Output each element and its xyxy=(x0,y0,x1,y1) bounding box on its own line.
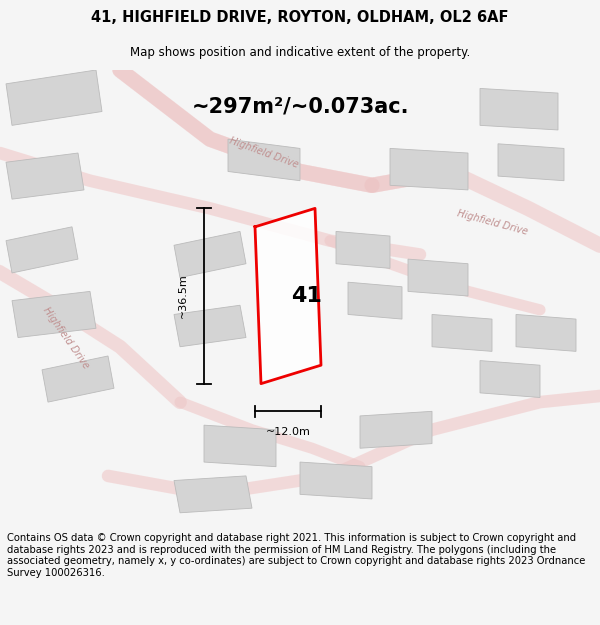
Polygon shape xyxy=(6,153,84,199)
Polygon shape xyxy=(300,462,372,499)
Polygon shape xyxy=(174,231,246,278)
Polygon shape xyxy=(498,144,564,181)
Polygon shape xyxy=(174,476,252,512)
Polygon shape xyxy=(480,89,558,130)
Polygon shape xyxy=(6,227,78,273)
Text: ~12.0m: ~12.0m xyxy=(266,427,310,437)
Text: Highfield Drive: Highfield Drive xyxy=(455,208,529,236)
Text: Contains OS data © Crown copyright and database right 2021. This information is : Contains OS data © Crown copyright and d… xyxy=(7,533,586,578)
Text: Highfield Drive: Highfield Drive xyxy=(41,305,91,370)
Text: Highfield Drive: Highfield Drive xyxy=(228,136,300,170)
Polygon shape xyxy=(204,425,276,467)
Polygon shape xyxy=(480,361,540,398)
Polygon shape xyxy=(42,356,114,402)
Polygon shape xyxy=(228,139,300,181)
Polygon shape xyxy=(255,208,321,384)
Text: Map shows position and indicative extent of the property.: Map shows position and indicative extent… xyxy=(130,46,470,59)
Text: 41: 41 xyxy=(290,286,322,306)
Polygon shape xyxy=(6,70,102,126)
Polygon shape xyxy=(390,148,468,190)
Polygon shape xyxy=(348,282,402,319)
Polygon shape xyxy=(432,314,492,351)
Polygon shape xyxy=(174,305,246,347)
Polygon shape xyxy=(408,259,468,296)
Text: 41, HIGHFIELD DRIVE, ROYTON, OLDHAM, OL2 6AF: 41, HIGHFIELD DRIVE, ROYTON, OLDHAM, OL2… xyxy=(91,10,509,25)
Polygon shape xyxy=(516,314,576,351)
Polygon shape xyxy=(336,231,390,268)
Polygon shape xyxy=(12,291,96,338)
Polygon shape xyxy=(360,411,432,448)
Text: ~36.5m: ~36.5m xyxy=(178,274,188,318)
Text: ~297m²/~0.073ac.: ~297m²/~0.073ac. xyxy=(191,97,409,117)
